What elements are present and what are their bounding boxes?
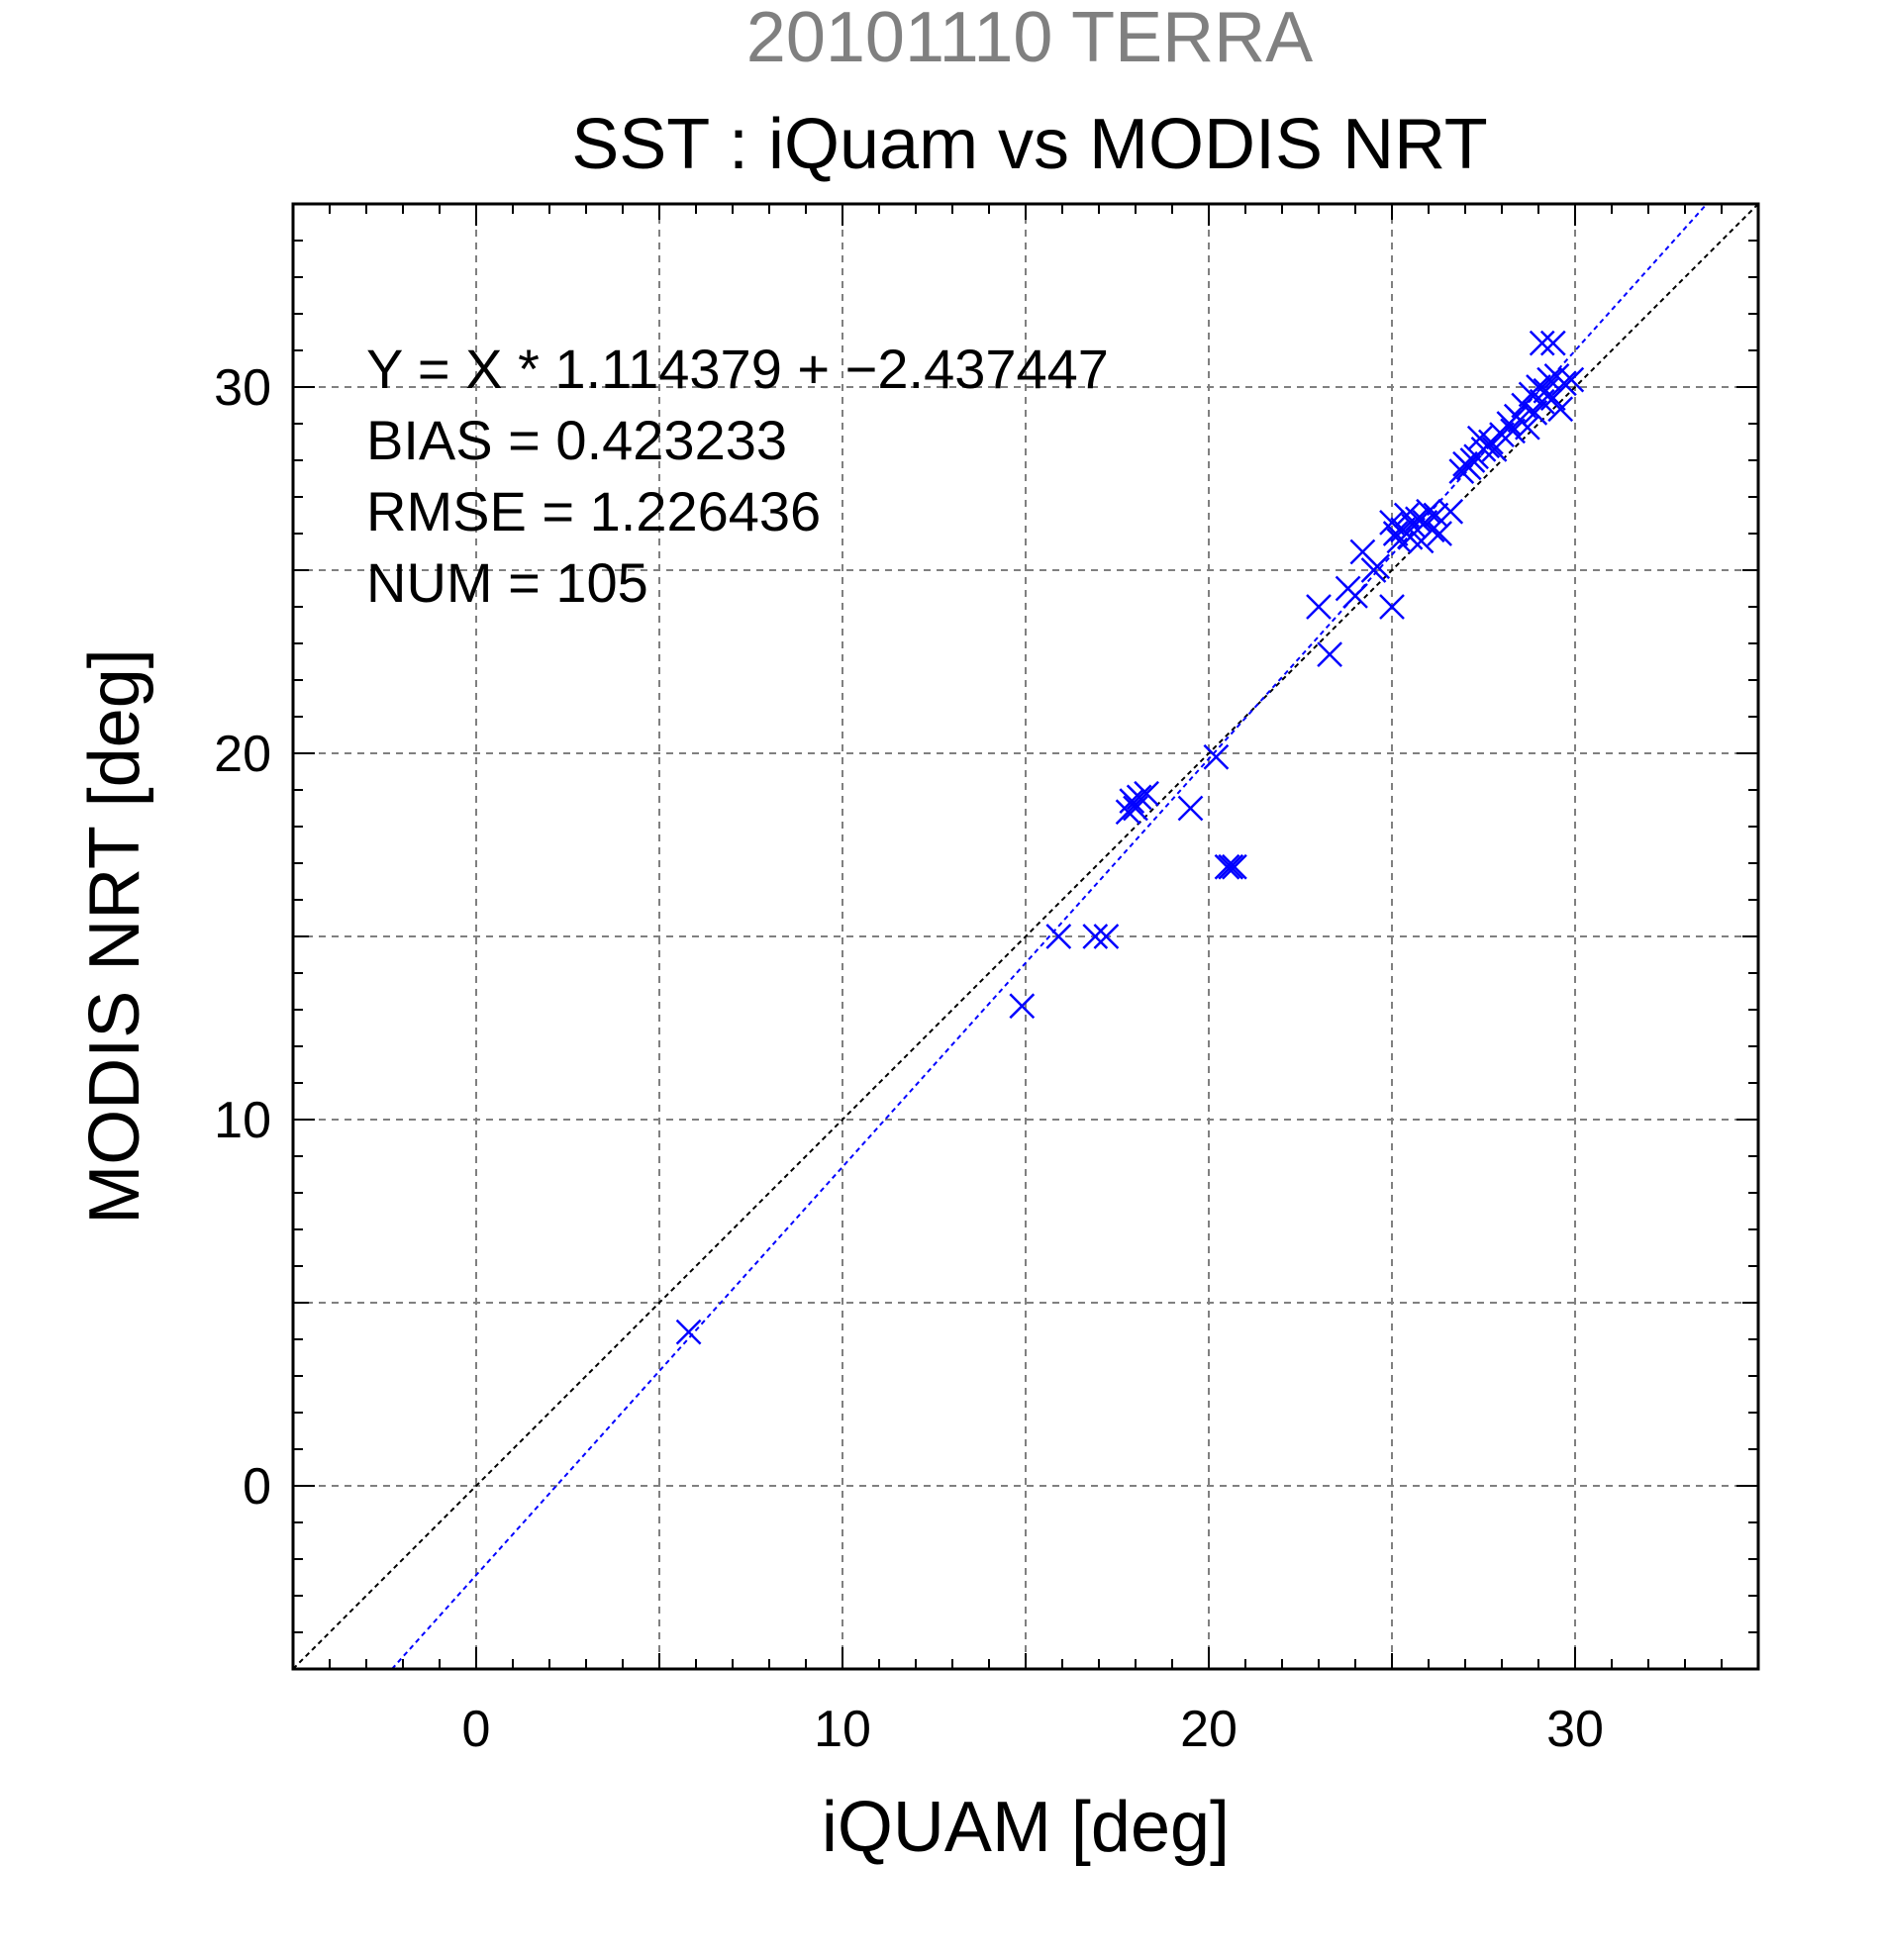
y-tick-label: 30	[214, 359, 271, 417]
y-tick-label: 10	[214, 1092, 271, 1149]
data-point	[1119, 788, 1145, 814]
x-tick-label: 20	[1180, 1701, 1238, 1758]
data-point-stroke	[1342, 583, 1368, 609]
data-point	[1437, 498, 1464, 525]
reference-line-group	[292, 203, 1759, 1670]
data-points	[675, 330, 1585, 1345]
data-point-stroke	[1119, 788, 1145, 814]
data-point-stroke	[1522, 400, 1548, 426]
data-point	[1558, 366, 1585, 393]
data-point-stroke	[1526, 374, 1551, 400]
data-point-stroke	[1045, 924, 1072, 949]
data-point-stroke	[1126, 784, 1152, 811]
x-axis-label: iQUAM [deg]	[822, 1788, 1230, 1867]
data-point	[1126, 784, 1152, 811]
data-point	[1427, 521, 1452, 546]
data-point-stroke	[1364, 553, 1391, 580]
x-tick-label: 0	[462, 1701, 491, 1758]
data-point	[1529, 330, 1555, 356]
data-point-stroke	[1203, 743, 1230, 770]
data-point-stroke	[1134, 780, 1159, 807]
data-point-stroke	[1551, 370, 1577, 397]
data-point-stroke	[1222, 853, 1247, 880]
data-point-stroke	[1393, 502, 1420, 529]
data-point-stroke	[1349, 539, 1376, 565]
fit-line-group	[391, 203, 1708, 1670]
data-point	[1382, 521, 1409, 546]
data-point	[1551, 370, 1577, 397]
data-point-stroke	[1547, 396, 1574, 423]
data-point	[1455, 454, 1482, 481]
regression-line	[391, 203, 1708, 1670]
data-point-stroke	[1500, 418, 1526, 444]
data-point-stroke	[1218, 853, 1244, 880]
minor-ticks	[293, 204, 1758, 1669]
data-point	[1134, 780, 1159, 807]
x-tick-label: 30	[1546, 1701, 1604, 1758]
data-point	[1342, 583, 1368, 609]
data-point-stroke	[1009, 993, 1036, 1020]
data-point-stroke	[1558, 366, 1585, 393]
data-point-stroke	[1177, 795, 1204, 822]
y-tick-label: 0	[243, 1458, 271, 1516]
data-point	[1177, 795, 1204, 822]
data-point-stroke	[1515, 414, 1540, 441]
plot-frame	[291, 202, 1760, 1671]
stats-line-bias: BIAS = 0.423233	[366, 409, 787, 471]
data-point	[1526, 374, 1551, 400]
data-point	[1203, 743, 1230, 770]
data-point	[1214, 853, 1240, 880]
data-point-stroke	[1455, 454, 1482, 481]
stats-line-fit: Y = X * 1.114379 + −2.437447	[366, 338, 1109, 400]
data-point-stroke	[1317, 641, 1342, 667]
data-point	[1093, 924, 1120, 949]
data-point-stroke	[1511, 392, 1537, 419]
data-point	[1379, 594, 1405, 620]
x-tick-labels: 0 10 20 30	[462, 1701, 1604, 1758]
one-to-one-line	[292, 203, 1759, 1670]
data-point	[1547, 396, 1574, 423]
stats-line-num: NUM = 105	[366, 551, 648, 614]
data-point-stroke	[1427, 521, 1452, 546]
data-point-stroke	[1405, 506, 1431, 533]
data-point	[1500, 418, 1526, 444]
data-point-stroke	[675, 1319, 702, 1345]
data-point-stroke	[1379, 510, 1405, 536]
data-point	[1539, 330, 1566, 356]
data-point-stroke	[1382, 521, 1409, 546]
data-point-stroke	[1437, 498, 1464, 525]
chart-subtitle: SST : iQuam vs MODIS NRT	[571, 105, 1488, 184]
data-point-stroke	[1306, 594, 1332, 620]
data-point	[1364, 553, 1391, 580]
data-point-stroke	[1093, 924, 1120, 949]
data-point	[675, 1319, 702, 1345]
data-point	[1045, 924, 1072, 949]
data-point-stroke	[1529, 330, 1555, 356]
data-point	[1218, 853, 1244, 880]
y-tick-labels: 0 10 20 30	[214, 359, 271, 1516]
data-point	[1222, 853, 1247, 880]
stats-annotation: Y = X * 1.114379 + −2.437447 BIAS = 0.42…	[366, 338, 1109, 614]
data-point	[1306, 594, 1332, 620]
data-point	[1082, 924, 1109, 949]
data-point	[1522, 400, 1548, 426]
stats-line-rmse: RMSE = 1.226436	[366, 480, 821, 542]
data-point	[1317, 641, 1342, 667]
data-point	[1515, 414, 1540, 441]
chart-title: 20101110 TERRA	[746, 0, 1313, 77]
data-point-stroke	[1379, 594, 1405, 620]
y-tick-label: 20	[214, 726, 271, 783]
y-axis-label: MODIS NRT [deg]	[75, 648, 154, 1225]
data-point	[1009, 993, 1036, 1020]
data-point-stroke	[1082, 924, 1109, 949]
data-point-stroke	[1214, 853, 1240, 880]
x-tick-label: 10	[814, 1701, 871, 1758]
data-point-stroke	[1539, 330, 1566, 356]
